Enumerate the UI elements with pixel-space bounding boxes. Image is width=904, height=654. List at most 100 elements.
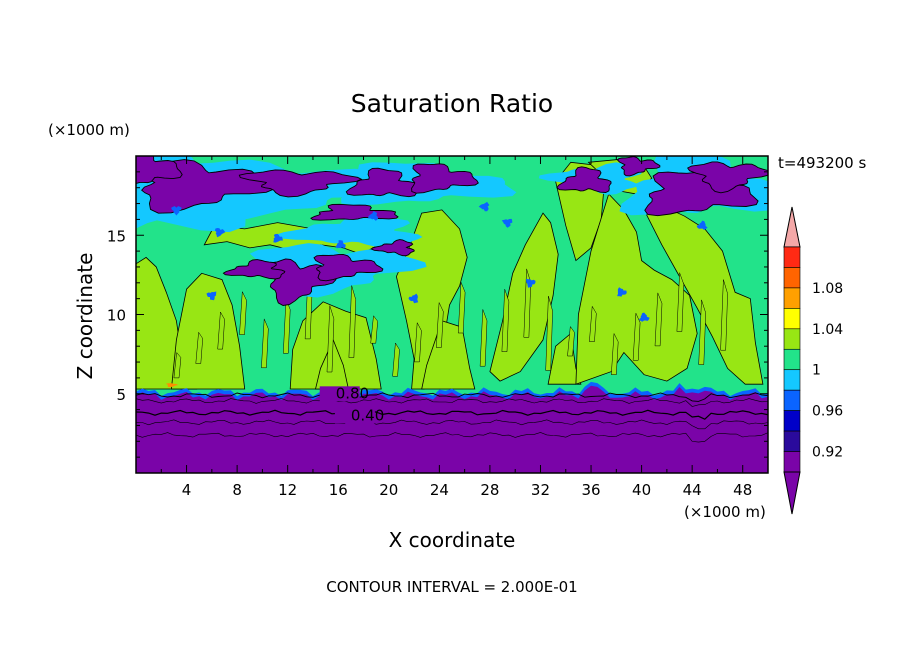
colorbar-band <box>783 389 801 411</box>
lower-dry-layer <box>136 383 768 473</box>
colorbar-label: 0.92 <box>812 445 843 461</box>
colorbar-over-arrow <box>783 206 801 248</box>
blue-speck <box>273 233 283 243</box>
colorbar-band <box>783 369 801 391</box>
supersaturated-region <box>643 206 764 385</box>
near-saturation-shell <box>274 213 423 250</box>
colorbar-label: 1.04 <box>812 322 843 338</box>
plume-filament <box>632 313 641 361</box>
contour-line <box>136 392 768 402</box>
blue-speck <box>696 220 708 230</box>
plume-filament <box>239 290 247 335</box>
y-tick-label: 10 <box>107 307 126 325</box>
x-tick-label: 8 <box>232 481 242 499</box>
x-tick-label: 44 <box>683 481 702 499</box>
x-tick-label: 40 <box>632 481 651 499</box>
contour-label: 0.40 <box>351 407 384 425</box>
colorbar-label: 1 <box>812 363 821 379</box>
colorbar-band <box>783 267 801 289</box>
subsaturated-region <box>238 169 363 198</box>
blue-speck <box>171 206 182 216</box>
colorbar-band <box>783 328 801 350</box>
contour-interval-label: CONTOUR INTERVAL = 2.000E-01 <box>326 578 577 596</box>
plume-filament <box>720 279 728 351</box>
plume-filament <box>392 342 400 377</box>
blue-speck <box>335 240 346 249</box>
x-unit-label: (×1000 m) <box>684 503 766 521</box>
subsaturated-region <box>136 156 183 185</box>
plume-filament <box>676 272 685 332</box>
contour-lines <box>136 392 768 443</box>
colorbar-label: 0.96 <box>812 404 843 420</box>
x-tick-label: 48 <box>733 481 752 499</box>
plume-filament <box>501 289 510 352</box>
blue-speck <box>478 201 490 212</box>
subsaturated-region <box>556 166 612 193</box>
plume-filament <box>479 309 488 367</box>
plume-filament <box>567 325 575 357</box>
layer-edge <box>136 381 768 401</box>
blue-speck <box>206 291 217 301</box>
chart-title: Saturation Ratio <box>351 89 553 118</box>
x-axis-label: X coordinate <box>389 528 516 552</box>
x-tick-label: 16 <box>329 481 348 499</box>
plot-area <box>136 156 768 473</box>
supersaturated-region <box>575 193 698 385</box>
contour-label-bg <box>334 408 375 424</box>
plume-filament <box>436 302 444 348</box>
plume-filament <box>173 351 182 379</box>
y-tick-label: 15 <box>107 227 126 245</box>
colorbar-band <box>783 287 801 309</box>
colorbar-band <box>783 430 801 452</box>
colorbar-band <box>783 246 801 268</box>
blue-speck <box>214 228 226 238</box>
colorbar-band <box>783 308 801 330</box>
plume-filament <box>348 285 357 358</box>
plume-filament <box>370 315 378 344</box>
x-tick-label: 32 <box>531 481 550 499</box>
y-unit-label: (×1000 m) <box>48 121 130 139</box>
subsaturated-region <box>687 161 768 194</box>
x-tick-label: 36 <box>581 481 600 499</box>
plume-filament <box>217 311 225 350</box>
x-tick-label: 24 <box>430 481 449 499</box>
plume-filament <box>611 332 619 375</box>
supersaturated-region <box>395 209 468 390</box>
blue-speck <box>617 287 627 297</box>
blue-speck <box>501 218 513 228</box>
plume-filament <box>698 299 706 365</box>
y-tick-label: 5 <box>116 386 126 404</box>
blue-speck <box>638 312 650 322</box>
subsaturated-region <box>345 167 419 198</box>
contour-line <box>136 398 768 407</box>
plume-filament <box>414 321 422 363</box>
plume-filament <box>545 296 553 371</box>
contour-label: 0.80 <box>336 384 369 402</box>
colorbar-under-arrow <box>783 471 801 515</box>
colorbar-band <box>783 451 801 473</box>
colorbar-band <box>783 348 801 371</box>
colorbar-label: 1.08 <box>812 281 843 297</box>
contour-labels: 0.80 0.40 <box>319 384 384 425</box>
contour-label-bg <box>319 386 360 402</box>
blue-speck <box>408 293 419 304</box>
plume-filament <box>457 282 466 334</box>
supersaturated-region <box>170 272 246 390</box>
subsaturated-region <box>313 253 384 282</box>
y-axis-label: Z coordinate <box>73 253 97 380</box>
subsaturated-region <box>617 156 661 177</box>
subsaturated-region <box>222 259 286 280</box>
x-tick-label: 4 <box>182 481 192 499</box>
colorbar: 0.92 0.96 1 1.04 1.08 <box>783 206 843 515</box>
plume-filament <box>589 305 597 342</box>
orange-spot <box>165 383 179 388</box>
blue-speck <box>526 278 536 288</box>
time-label: t=493200 s <box>778 154 866 172</box>
plume-filament <box>283 298 291 354</box>
plume-filament <box>326 305 335 373</box>
supersaturated-region <box>547 332 582 385</box>
plume-filament <box>654 292 663 347</box>
x-tick-label: 20 <box>379 481 398 499</box>
plume-filament <box>195 331 203 364</box>
